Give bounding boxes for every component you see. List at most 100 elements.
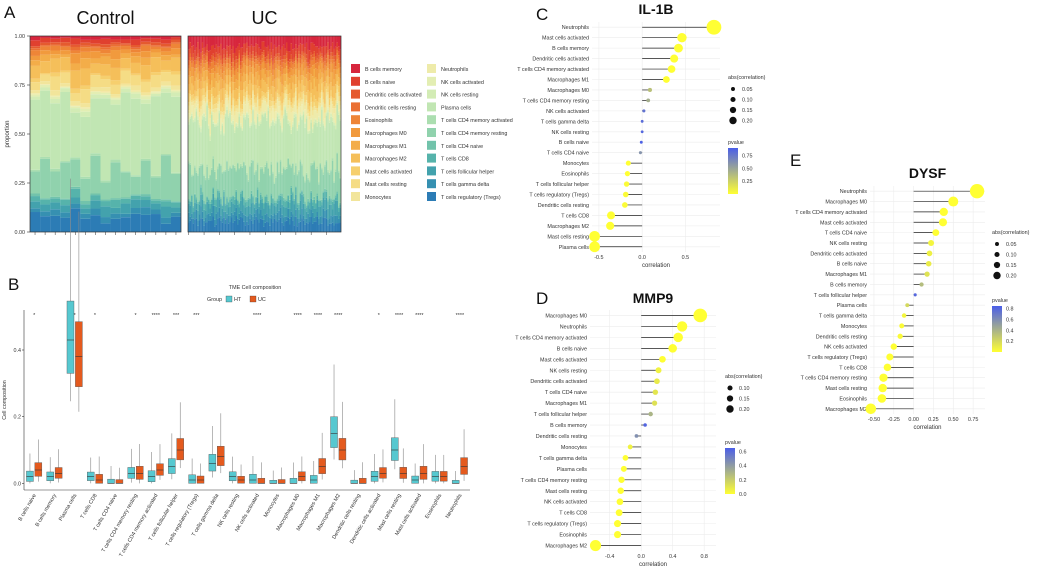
a-stack-segment [249,197,251,199]
panelD-row-label: Macrophages M0 [545,313,587,319]
a-stack-segment [319,98,322,104]
a-stack-segment [290,89,293,103]
a-stack-segment [195,203,198,210]
a-stack-segment [336,53,338,60]
a-stack-segment [229,96,231,109]
panelC-row-label: T cells CD4 memory activated [517,67,589,73]
a-stack-segment [295,84,297,89]
a-stack-segment [60,45,71,47]
a-stack-segment [244,100,247,105]
a-stack-segment [279,71,282,77]
a-stack-segment [243,221,245,232]
a-stack-segment [70,208,81,232]
a-stack-segment [209,220,211,232]
a-stack-segment [250,190,253,194]
a-stack-segment [296,58,299,62]
a-stack-segment [276,56,279,61]
a-stack-segment [273,58,276,64]
b-category-label: B cells memory [35,493,59,528]
a-stack-segment [80,178,91,202]
a-stack-segment [256,162,259,165]
a-stack-segment [247,94,250,99]
panelD-point [634,434,639,438]
a-stack-segment [194,167,196,194]
panelD-point [652,389,659,395]
a-stack-segment [206,62,208,71]
b-box [370,470,379,482]
b-box [318,458,326,474]
a-stack-segment [288,51,291,60]
a-stack-segment [229,56,231,59]
a-stack-segment [215,224,218,232]
a-stack-segment [295,96,297,112]
a-stack-segment [209,134,211,137]
a-stack-segment [40,90,51,157]
a-stack-segment [244,97,247,101]
a-stack-segment [308,180,311,183]
a-stack-segment [272,36,274,50]
a-stack-segment [269,49,271,60]
a-stack-segment [246,199,248,202]
a-stack-segment [247,101,250,104]
a-stack-segment [256,93,259,97]
a-stack-segment [281,196,283,205]
a-stack-segment [264,202,267,215]
a-stack-segment [160,69,171,73]
a-stack-segment [212,205,215,217]
a-stack-segment [212,104,215,110]
panelD-color-legend-title: pvalue [725,440,741,446]
a-stack-segment [120,85,131,87]
a-stack-segment [30,46,41,49]
a-stack-segment [197,60,199,68]
a-stack-segment [160,55,171,61]
a-stack-segment [80,213,91,219]
a-stack-segment [60,57,71,71]
a-stack-segment [259,169,262,193]
a-stack-segment [279,120,282,123]
a-stack-segment [160,88,171,93]
a-stack-segment [224,112,227,114]
a-stack-segment [279,122,282,126]
a-stack-segment [209,109,211,115]
a-stack-segment [221,112,224,115]
a-stack-segment [333,215,335,226]
a-stack-segment [150,46,161,50]
a-stack-segment [278,53,280,58]
a-stack-segment [333,98,335,107]
a-stack-segment [130,75,141,86]
a-stack-segment [100,206,111,218]
a-stack-segment [307,90,309,104]
a-stack-segment [267,110,270,168]
a-stack-segment [287,73,290,78]
a-stack-segment [298,222,300,232]
a-stack-segment [319,106,322,122]
a-stack-segment [290,133,293,166]
a-stack-segment [296,173,299,176]
a-stack-segment [130,90,141,92]
a-stack-segment [120,197,131,199]
a-stack-segment [255,110,257,123]
a-stack-segment [293,57,296,62]
a-stack-segment [322,208,325,219]
a-stack-segment [232,196,234,204]
b-significance-label: * [94,313,97,319]
a-stack-segment [210,88,213,95]
b-box [208,454,217,472]
a-stack-segment [278,210,280,220]
a-stack-segment [313,69,316,79]
b-box [249,473,257,484]
a-stack-segment [288,163,291,166]
a-stack-segment [298,169,300,172]
a-stack-segment [336,92,338,101]
a-stack-segment [188,102,190,106]
a-stack-segment [206,86,208,91]
a-stack-segment [331,36,334,43]
a-stack-segment [282,225,285,232]
a-stack-segment [261,52,264,55]
a-stack-segment [287,195,290,202]
a-stack-segment [302,53,305,57]
a-stack-segment [249,123,251,126]
a-stack-segment [253,121,256,125]
a-stack-segment [140,196,151,201]
a-stack-segment [324,210,326,218]
